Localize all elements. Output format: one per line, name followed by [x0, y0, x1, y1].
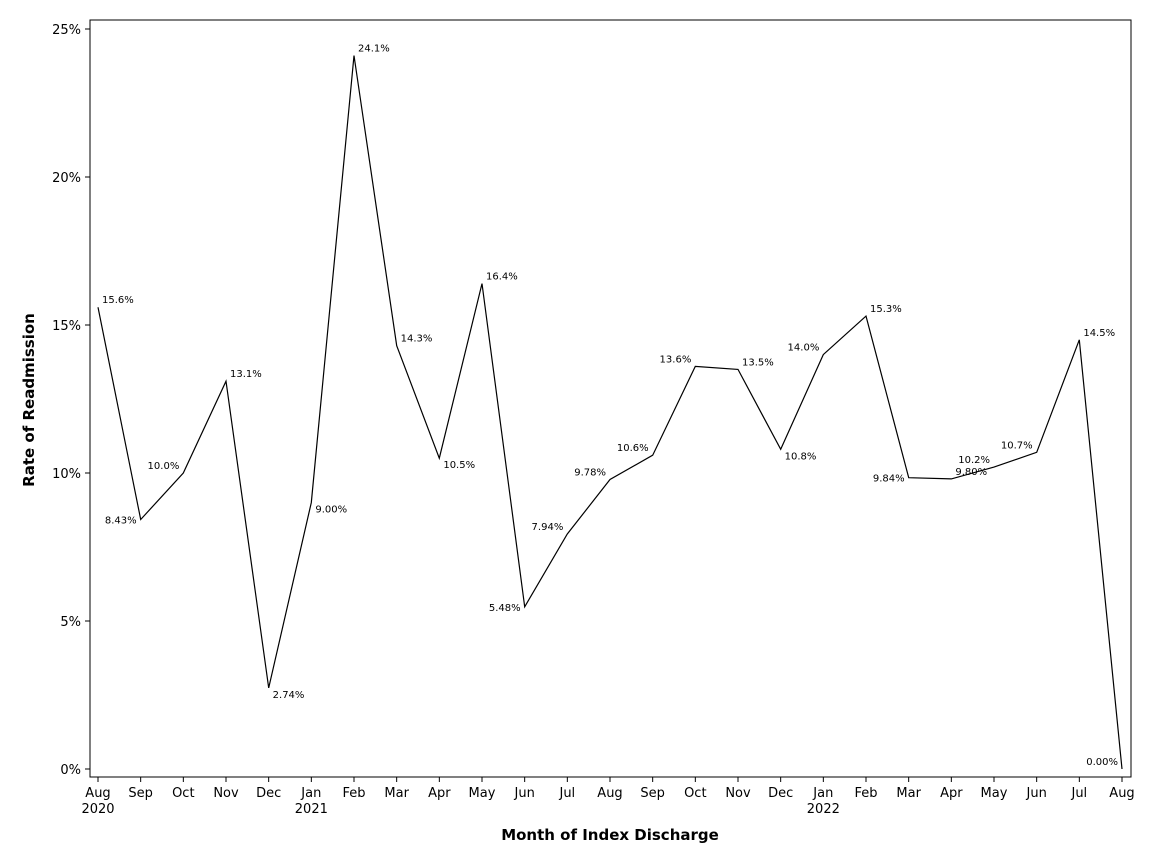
data-label: 9.00%	[315, 505, 347, 516]
data-label: 0.00%	[1086, 757, 1118, 768]
data-label: 13.6%	[660, 354, 692, 365]
x-tick-label-month: Jul	[558, 786, 575, 801]
x-tick-label-month: Sep	[640, 786, 665, 801]
data-label: 15.3%	[870, 304, 902, 315]
data-label: 5.48%	[489, 603, 521, 614]
y-tick-label: 15%	[52, 319, 81, 334]
y-tick-label: 10%	[52, 467, 81, 482]
x-tick-label-month: Dec	[256, 786, 281, 801]
y-axis-title: Rate of Readmission	[20, 313, 38, 487]
y-tick-label: 5%	[60, 615, 81, 630]
data-label: 14.5%	[1083, 328, 1115, 339]
x-tick-label-year: 2022	[807, 802, 840, 817]
data-label: 10.2%	[958, 455, 990, 466]
data-label: 9.84%	[873, 474, 905, 485]
x-tick-label-month: Apr	[940, 786, 963, 801]
x-tick-label-month: Dec	[768, 786, 793, 801]
x-tick-label-month: Aug	[1109, 786, 1134, 801]
y-axis: 0% 5% 10% 15% 20% 25%	[52, 23, 90, 778]
x-tick-label-month: Feb	[342, 786, 365, 801]
x-tick-label-month: Aug	[85, 786, 110, 801]
x-tick-label-year: 2021	[295, 802, 328, 817]
x-tick-label-month: Sep	[128, 786, 153, 801]
data-label: 15.6%	[102, 295, 134, 306]
x-tick-label-month: Aug	[597, 786, 622, 801]
data-label: 9.78%	[574, 468, 606, 479]
series-line	[97, 55, 1123, 770]
data-label: 10.8%	[785, 451, 817, 462]
data-label: 14.0%	[788, 343, 820, 354]
data-label: 10.6%	[617, 443, 649, 454]
x-tick-label-month: Jan	[300, 786, 321, 801]
x-tick-label-month: Nov	[725, 786, 751, 801]
x-tick-label-month: May	[469, 786, 496, 801]
x-tick-label-month: Feb	[854, 786, 877, 801]
x-tick-label-month: Jun	[1026, 786, 1047, 801]
data-labels: 15.6% 8.43% 10.0% 13.1% 2.74% 9.00% 24.1% 14.3%…	[102, 44, 1118, 768]
x-tick-label-month: Jul	[1070, 786, 1087, 801]
y-tick-label: 20%	[52, 171, 81, 186]
data-label: 8.43%	[105, 515, 137, 526]
plot-frame	[89, 19, 1132, 778]
x-tick-label-month: Nov	[213, 786, 239, 801]
x-tick-label-month: May	[981, 786, 1008, 801]
data-label: 2.74%	[273, 690, 305, 701]
data-label: 10.0%	[148, 461, 180, 472]
data-label: 14.3%	[401, 334, 433, 345]
y-tick-label: 0%	[60, 763, 81, 778]
data-label: 16.4%	[486, 272, 518, 283]
data-label: 10.5%	[443, 460, 475, 471]
x-tick-label-month: Jun	[514, 786, 535, 801]
data-label: 7.94%	[532, 522, 564, 533]
data-label: 10.7%	[1001, 440, 1033, 451]
y-tick-label: 25%	[52, 23, 81, 38]
x-tick-label-month: Apr	[428, 786, 451, 801]
data-label: 24.1%	[358, 44, 390, 55]
data-label: 13.1%	[230, 369, 262, 380]
data-label: 9.80%	[955, 467, 987, 478]
x-tick-label-month: Mar	[384, 786, 409, 801]
x-tick-label-month: Oct	[684, 786, 706, 801]
x-tick-label-month: Mar	[896, 786, 921, 801]
data-label: 13.5%	[742, 357, 774, 368]
x-tick-label-month: Jan	[812, 786, 833, 801]
x-tick-label-month: Oct	[172, 786, 194, 801]
x-tick-label-year: 2020	[81, 802, 114, 817]
x-axis-title: Month of Index Discharge	[501, 826, 719, 844]
